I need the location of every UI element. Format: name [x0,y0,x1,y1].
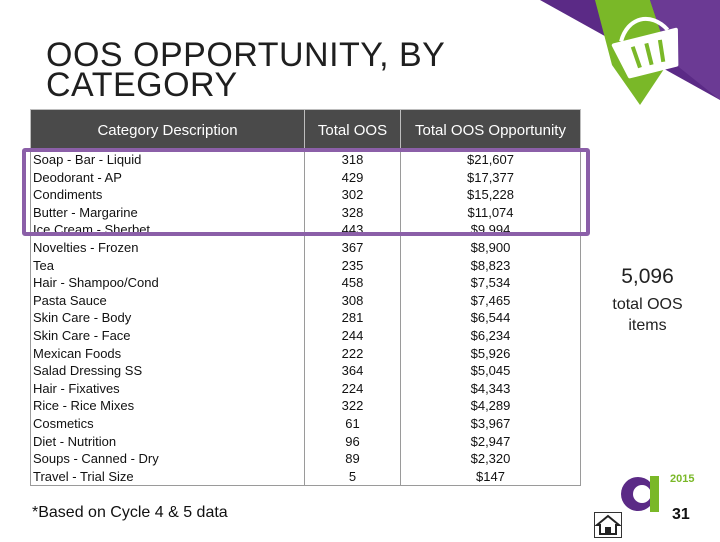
cell-opportunity: $6,544 [400,309,581,327]
cell-category: Cosmetics [30,414,305,433]
table-row: Hair - Fixatives 224 $4,343 [30,379,581,398]
cell-total-oos: 328 [304,203,401,222]
cell-total-oos: 281 [304,309,401,327]
cell-opportunity: $9,994 [400,221,581,239]
cell-opportunity: $15,228 [400,186,581,204]
cell-category: Tea [30,256,305,275]
cell-opportunity: $11,074 [400,203,581,222]
cell-category: Condiments [30,186,305,204]
cell-category: Mexican Foods [30,344,305,363]
cell-total-oos: 318 [304,150,401,169]
cell-opportunity: $2,320 [400,450,581,468]
cell-opportunity: $6,234 [400,326,581,345]
table-row: Skin Care - Body 281 $6,544 [30,309,581,327]
table-row: Cosmetics 61 $3,967 [30,414,581,433]
cell-opportunity: $4,289 [400,397,581,415]
cell-opportunity: $7,534 [400,274,581,292]
table-row: Soap - Bar - Liquid 318 $21,607 [30,150,581,169]
table-row: Novelties - Frozen 367 $8,900 [30,238,581,257]
cell-opportunity: $5,045 [400,362,581,380]
cell-total-oos: 61 [304,414,401,433]
total-oos-label: total OOS items [612,296,683,334]
cell-category: Soups - Canned - Dry [30,450,305,468]
cell-total-oos: 367 [304,238,401,257]
footnote: *Based on Cycle 4 & 5 data [32,504,228,521]
cell-total-oos: 89 [304,450,401,468]
cell-category: Diet - Nutrition [30,432,305,451]
cell-opportunity: $21,607 [400,150,581,169]
cell-total-oos: 458 [304,274,401,292]
company-logo: 2015 [621,473,694,512]
cell-opportunity: $4,343 [400,379,581,398]
cell-total-oos: 96 [304,432,401,451]
cell-category: Soap - Bar - Liquid [30,150,305,169]
cell-opportunity: $2,947 [400,432,581,451]
table-row: Butter - Margarine 328 $11,074 [30,203,581,222]
cell-opportunity: $8,823 [400,256,581,275]
home-icon [594,514,622,535]
cell-category: Hair - Fixatives [30,379,305,398]
home-button[interactable] [594,512,622,538]
cell-total-oos: 322 [304,397,401,415]
cell-opportunity: $8,900 [400,238,581,257]
column-header-total-oos: Total OOS [304,109,401,151]
cell-category: Rice - Rice Mixes [30,397,305,415]
oos-table: Category Description Total OOS Total OOS… [30,109,581,487]
table-row: Mexican Foods 222 $5,926 [30,344,581,363]
cell-category: Butter - Margarine [30,203,305,222]
column-header-opportunity: Total OOS Opportunity [400,109,581,151]
column-header-category: Category Description [30,109,305,151]
cell-total-oos: 429 [304,168,401,187]
cell-opportunity: $17,377 [400,168,581,187]
table-row: Ice Cream - Sherbet 443 $9,994 [30,221,581,239]
table-row: Tea 235 $8,823 [30,256,581,275]
table-row: Condiments 302 $15,228 [30,186,581,204]
cell-total-oos: 5 [304,467,401,487]
corner-graphic [540,0,720,105]
cell-category: Ice Cream - Sherbet [30,221,305,239]
cell-category: Travel - Trial Size [30,467,305,487]
page-number: 31 [672,506,690,523]
table-row: Skin Care - Face 244 $6,234 [30,326,581,345]
cell-category: Skin Care - Face [30,326,305,345]
logo-year: 2015 [670,473,694,485]
table-row: Soups - Canned - Dry 89 $2,320 [30,450,581,468]
table-row: Salad Dressing SS 364 $5,045 [30,362,581,380]
cell-category: Novelties - Frozen [30,238,305,257]
table-header-row: Category Description Total OOS Total OOS… [30,109,581,151]
cell-category: Hair - Shampoo/Cond [30,274,305,292]
cell-total-oos: 235 [304,256,401,275]
table-row: Travel - Trial Size 5 $147 [30,467,581,487]
table-row: Hair - Shampoo/Cond 458 $7,534 [30,274,581,292]
cell-total-oos: 443 [304,221,401,239]
cell-category: Skin Care - Body [30,309,305,327]
table-row: Deodorant - AP 429 $17,377 [30,168,581,187]
cell-total-oos: 364 [304,362,401,380]
cell-total-oos: 244 [304,326,401,345]
cell-category: Salad Dressing SS [30,362,305,380]
cell-category: Pasta Sauce [30,291,305,310]
table-row: Pasta Sauce 308 $7,465 [30,291,581,310]
page-title: OOS OPPORTUNITY, BY CATEGORY [46,36,445,104]
cell-opportunity: $7,465 [400,291,581,310]
cell-opportunity: $5,926 [400,344,581,363]
table-row: Rice - Rice Mixes 322 $4,289 [30,397,581,415]
cell-total-oos: 224 [304,379,401,398]
cell-total-oos: 222 [304,344,401,363]
cell-total-oos: 302 [304,186,401,204]
total-oos-count: 5,096 [621,265,674,288]
cell-total-oos: 308 [304,291,401,310]
cell-opportunity: $147 [400,467,581,487]
shopping-basket-icon [611,17,679,79]
cell-category: Deodorant - AP [30,168,305,187]
cell-opportunity: $3,967 [400,414,581,433]
table-row: Diet - Nutrition 96 $2,947 [30,432,581,451]
